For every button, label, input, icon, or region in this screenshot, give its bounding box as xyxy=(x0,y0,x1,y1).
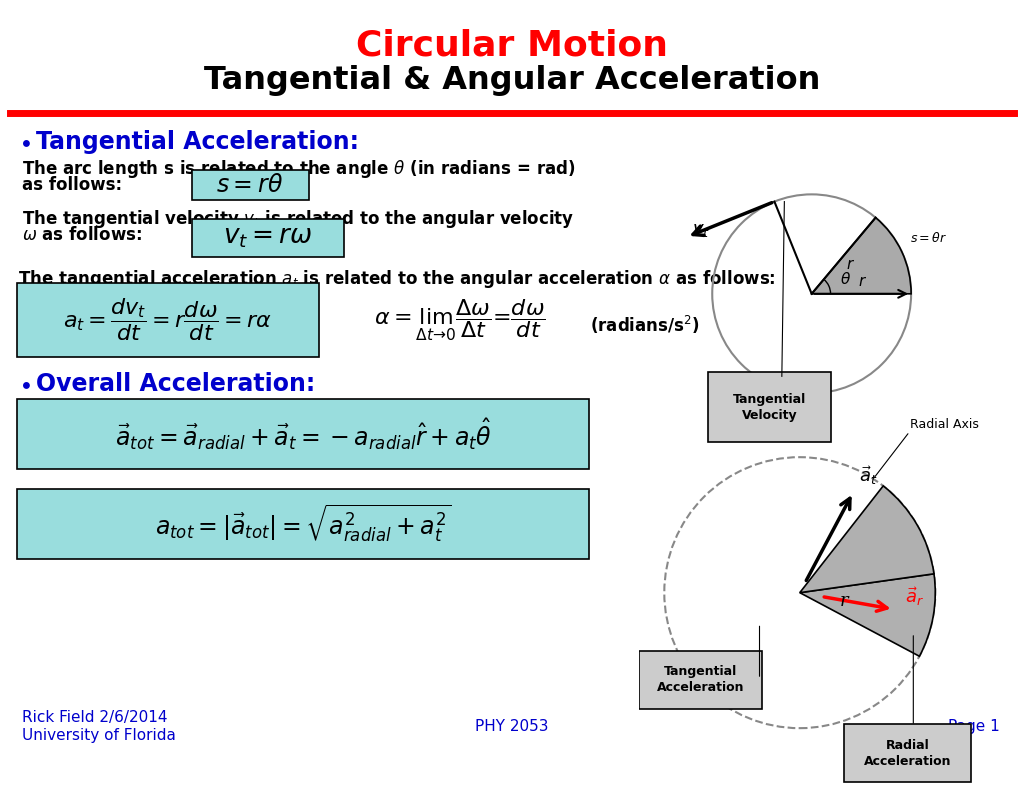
Text: Overall Acceleration:: Overall Acceleration: xyxy=(36,372,315,396)
Text: Page 1: Page 1 xyxy=(948,719,1000,734)
Text: The tangential velocity $v_t$ is related to the angular velocity: The tangential velocity $v_t$ is related… xyxy=(22,208,574,230)
Text: r: r xyxy=(847,257,853,272)
FancyBboxPatch shape xyxy=(845,724,971,782)
Text: The arc length s is related to the angle $\theta$ (in radians = rad): The arc length s is related to the angle… xyxy=(22,158,575,180)
Wedge shape xyxy=(800,486,934,592)
Text: Circular Motion: Circular Motion xyxy=(356,28,668,62)
Text: $\vec{a}_t$: $\vec{a}_t$ xyxy=(859,464,878,487)
FancyBboxPatch shape xyxy=(17,399,589,469)
FancyBboxPatch shape xyxy=(17,283,319,357)
Text: r: r xyxy=(858,274,864,289)
Text: Tangential
Velocity: Tangential Velocity xyxy=(733,392,806,422)
Text: $\bullet$: $\bullet$ xyxy=(18,130,31,154)
Text: $v_t$: $v_t$ xyxy=(692,221,710,239)
Text: PHY 2053: PHY 2053 xyxy=(475,719,549,734)
Text: r: r xyxy=(840,592,849,610)
Wedge shape xyxy=(800,573,935,657)
Text: Radial
Acceleration: Radial Acceleration xyxy=(864,739,951,767)
FancyBboxPatch shape xyxy=(17,489,589,559)
FancyBboxPatch shape xyxy=(639,650,763,709)
Text: Radial Axis: Radial Axis xyxy=(909,418,979,431)
Text: $a_{tot} = |\vec{a}_{tot}| = \sqrt{a^2_{radial} + a^2_t}$: $a_{tot} = |\vec{a}_{tot}| = \sqrt{a^2_{… xyxy=(155,503,452,545)
Text: $\omega$ as follows:: $\omega$ as follows: xyxy=(22,226,142,244)
FancyBboxPatch shape xyxy=(193,219,344,257)
Text: University of Florida: University of Florida xyxy=(22,728,176,743)
Text: Tangential Acceleration:: Tangential Acceleration: xyxy=(36,130,359,154)
FancyBboxPatch shape xyxy=(193,170,309,200)
Text: Tangential
Acceleration: Tangential Acceleration xyxy=(657,665,744,694)
Text: Tangential & Angular Acceleration: Tangential & Angular Acceleration xyxy=(204,65,820,96)
FancyBboxPatch shape xyxy=(709,373,830,442)
Text: $a_t = \dfrac{dv_t}{dt} = r\dfrac{d\omega}{dt} = r\alpha$: $a_t = \dfrac{dv_t}{dt} = r\dfrac{d\omeg… xyxy=(63,297,272,343)
Text: $\vec{a}_{tot} = \vec{a}_{radial} + \vec{a}_t = -a_{radial}\hat{r} + a_t\hat{\th: $\vec{a}_{tot} = \vec{a}_{radial} + \vec… xyxy=(115,416,492,452)
Text: $\alpha = \lim_{\Delta t \to 0}\dfrac{\Delta\omega}{\Delta t} = \dfrac{d\omega}{: $\alpha = \lim_{\Delta t \to 0}\dfrac{\D… xyxy=(374,297,546,343)
Text: $v_t = r\omega$: $v_t = r\omega$ xyxy=(223,225,313,251)
Text: $s = r\theta$: $s = r\theta$ xyxy=(216,173,284,197)
Text: The tangential acceleration $a_t$ is related to the angular acceleration $\alpha: The tangential acceleration $a_t$ is rel… xyxy=(18,268,776,290)
Text: $\bullet$: $\bullet$ xyxy=(18,372,31,396)
Text: $s = \theta r$: $s = \theta r$ xyxy=(910,230,947,244)
Text: Rick Field 2/6/2014: Rick Field 2/6/2014 xyxy=(22,710,168,725)
Text: as follows:: as follows: xyxy=(22,176,122,194)
Text: $\theta$: $\theta$ xyxy=(840,271,851,287)
Text: (radians/s$^2$): (radians/s$^2$) xyxy=(590,314,699,336)
Wedge shape xyxy=(812,218,911,293)
Text: $\vec{a}_r$: $\vec{a}_r$ xyxy=(905,585,925,608)
